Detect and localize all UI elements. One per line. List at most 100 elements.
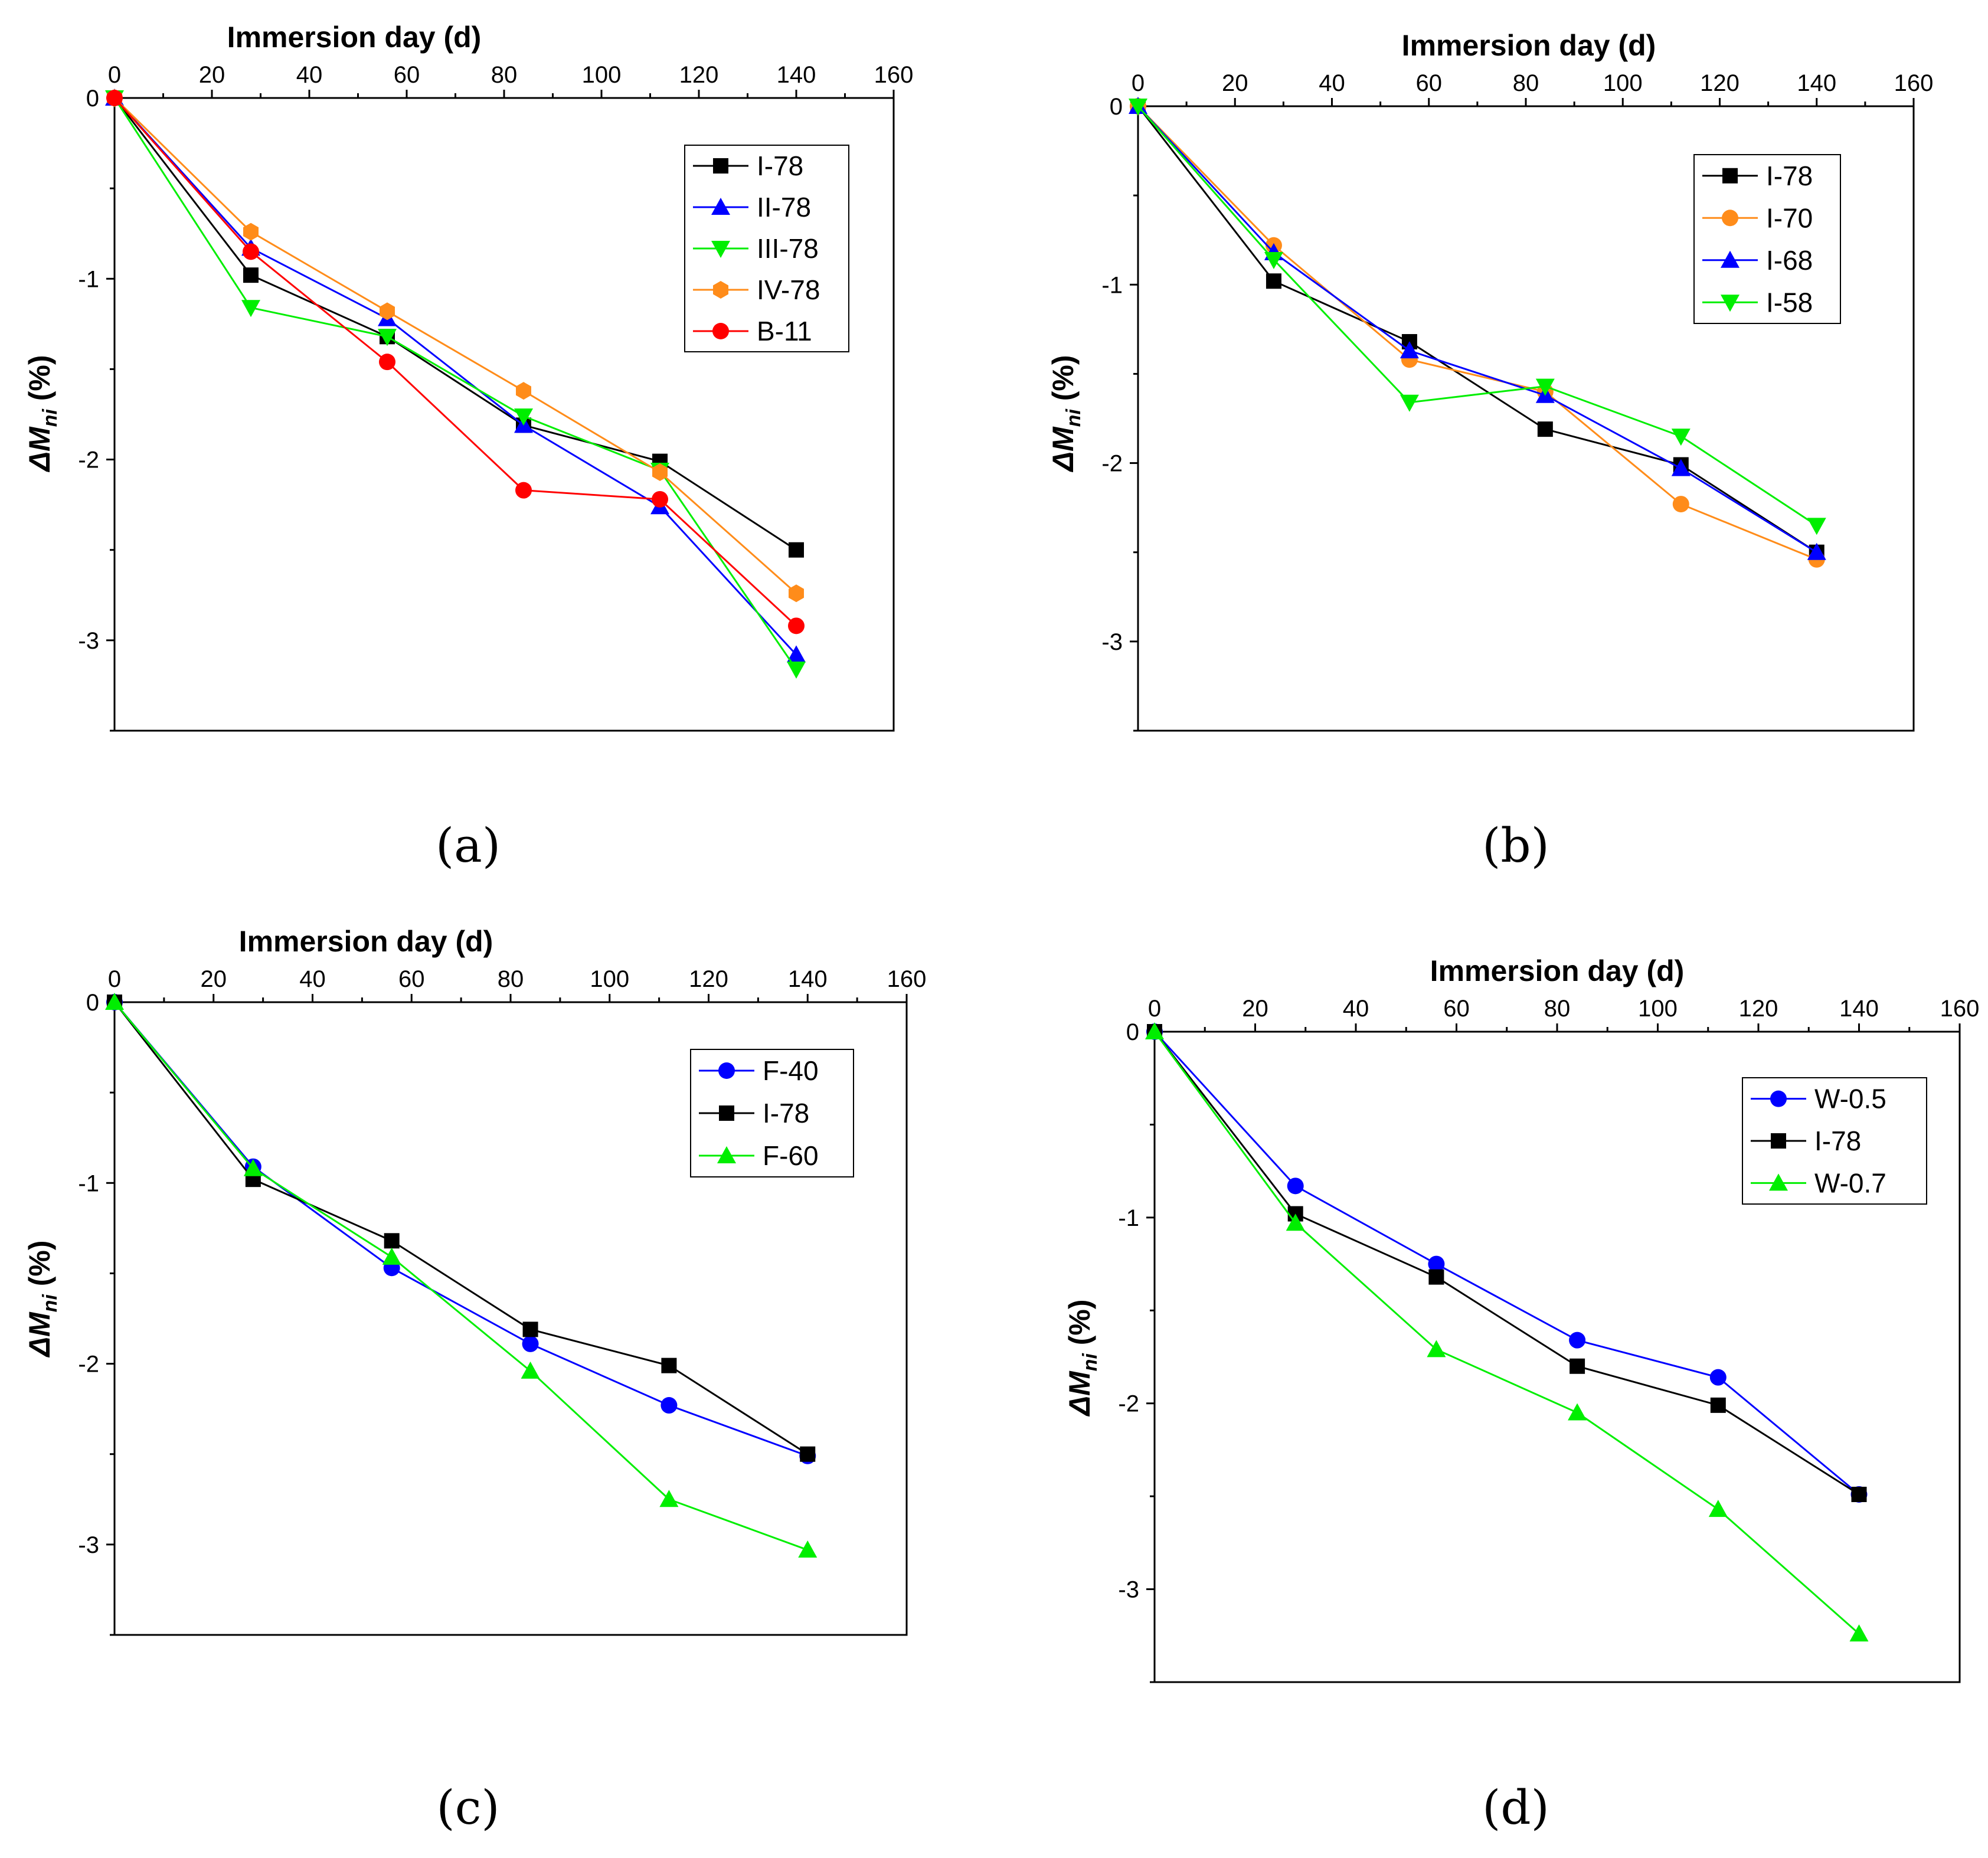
- x-tick-label: 80: [491, 62, 518, 88]
- data-point-w-0.7: [1286, 1213, 1305, 1231]
- legend-marker: [1721, 250, 1740, 268]
- y-tick-label: -2: [78, 1352, 99, 1378]
- y-axis-title-unit: (%): [23, 355, 56, 409]
- legend-marker: [718, 1062, 735, 1079]
- legend-marker: [713, 281, 728, 299]
- data-point-f-60: [798, 1540, 818, 1558]
- chart-a: 0 20 40 60 80 100 120 140 160 0 -1 -2 -3 Immersion da…: [23, 21, 913, 732]
- data-point-f-60: [382, 1247, 401, 1265]
- data-point-iv-78: [516, 382, 531, 400]
- series-line-i-68: [1137, 105, 1817, 553]
- chart-d: 0 20 40 60 80 100 120 140 160 0 -1 -2 -3 Immersion da…: [1063, 954, 1979, 1683]
- data-point-w-0.7: [1849, 1624, 1869, 1642]
- x-tick-label: 60: [394, 62, 420, 88]
- x-tick-label: 0: [1148, 996, 1161, 1022]
- data-point-i-58: [1264, 251, 1283, 269]
- legend-label: IV-78: [757, 274, 820, 305]
- x-tick-label: 120: [679, 62, 719, 88]
- data-point-f-60: [659, 1490, 679, 1507]
- data-point-iii-78: [241, 300, 260, 318]
- legend-box: [1693, 154, 1841, 324]
- y-axis-title: ΔMni (%): [1047, 355, 1085, 472]
- x-tick-label: 80: [1513, 70, 1539, 96]
- x-tick-label: 20: [1222, 70, 1248, 96]
- series-line-b-11: [113, 97, 797, 627]
- y-axis-title-subscript: ni: [39, 408, 61, 427]
- legend-marker: [1771, 1133, 1786, 1149]
- x-tick-label: 140: [788, 966, 828, 992]
- data-point-i-58: [1671, 428, 1691, 446]
- x-tick-label: 60: [1443, 996, 1470, 1022]
- legend-marker: [1769, 1173, 1788, 1191]
- data-point-i-78: [789, 542, 804, 558]
- legend-label: I-68: [1766, 245, 1813, 276]
- x-tick-label: 140: [1839, 996, 1879, 1022]
- y-axis-title: ΔMni (%): [23, 1240, 61, 1357]
- x-tick-label: 0: [1132, 70, 1145, 96]
- legend-marker: [1722, 168, 1738, 184]
- y-tick-label: 0: [86, 86, 99, 112]
- y-tick-label: -2: [1101, 451, 1123, 477]
- chart-c: 0 20 40 60 80 100 120 140 160 0 -1 -2 -3 Immersion da…: [23, 925, 927, 1636]
- data-point-w-0.7: [1568, 1403, 1587, 1421]
- series-line-i-78: [113, 97, 797, 551]
- y-tick-label: -3: [1118, 1577, 1139, 1603]
- legend-marker: [711, 241, 730, 258]
- legend-marker: [717, 1146, 736, 1163]
- data-point-iv-78: [243, 223, 259, 241]
- data-point-i-68: [1671, 459, 1691, 476]
- data-point-b-11: [379, 354, 395, 371]
- x-tick-label: 40: [296, 62, 323, 88]
- x-tick-label: 120: [1700, 70, 1740, 96]
- series-line-f-40: [113, 1002, 808, 1457]
- x-axis-title: Immersion day (d): [239, 925, 493, 958]
- data-point-i-78: [384, 1233, 400, 1249]
- data-point-w-0.5: [1287, 1177, 1304, 1195]
- y-tick-label: -1: [1118, 1205, 1139, 1231]
- y-tick-label: -1: [78, 266, 99, 292]
- y-axis-title-subscript: ni: [1079, 1353, 1101, 1372]
- data-point-iv-78: [652, 463, 668, 482]
- y-tick-label: -3: [1101, 629, 1123, 655]
- x-tick-label: 40: [1343, 996, 1369, 1022]
- data-point-i-78: [1428, 1269, 1444, 1285]
- y-axis-title: ΔMni (%): [23, 355, 61, 472]
- y-axis-title-subscript: ni: [1062, 408, 1085, 427]
- x-tick-label: 20: [201, 966, 227, 992]
- legend-label: I-78: [757, 151, 803, 181]
- y-axis-title-main: ΔM: [23, 1311, 56, 1358]
- data-point-w-0.5: [1709, 1369, 1727, 1386]
- legend-marker: [1721, 295, 1740, 312]
- series-line-f-60: [113, 1002, 808, 1551]
- data-point-i-78: [661, 1357, 677, 1373]
- x-tick-label: 40: [1319, 70, 1345, 96]
- y-axis-title: ΔMni (%): [1063, 1299, 1101, 1417]
- legend-marker: [711, 198, 730, 215]
- x-tick-label: 20: [199, 62, 225, 88]
- legend-label: I-78: [1766, 161, 1813, 191]
- x-axis-title: Immersion day (d): [1430, 954, 1685, 987]
- data-point-f-40: [522, 1335, 539, 1352]
- legend-label: F-40: [763, 1055, 819, 1086]
- y-axis-title-unit: (%): [1047, 355, 1080, 409]
- x-tick-label: 160: [1894, 70, 1934, 96]
- panel-label-d: (d): [1482, 1780, 1549, 1835]
- series-line-i-78: [1137, 106, 1817, 553]
- y-tick-label: 0: [86, 990, 99, 1016]
- data-point-f-60: [105, 993, 124, 1010]
- series-line-i-78: [1153, 1031, 1860, 1496]
- series-line-i-58: [1137, 106, 1817, 526]
- data-point-b-11: [106, 90, 123, 106]
- x-tick-label: 100: [582, 62, 622, 88]
- x-tick-label: 160: [887, 966, 927, 992]
- legend-label: B-11: [757, 316, 812, 346]
- x-tick-label: 120: [689, 966, 728, 992]
- legend-marker: [712, 323, 729, 339]
- data-point-i-78: [243, 267, 259, 283]
- panel-label-c: (c): [436, 1780, 499, 1835]
- y-axis-title-main: ΔM: [1063, 1370, 1096, 1417]
- chart-b: 0 20 40 60 80 100 120 140 160 0 -1 -2 -3 Immersion da…: [1047, 29, 1934, 732]
- data-point-i-78: [522, 1321, 538, 1337]
- y-axis-title-subscript: ni: [39, 1294, 61, 1313]
